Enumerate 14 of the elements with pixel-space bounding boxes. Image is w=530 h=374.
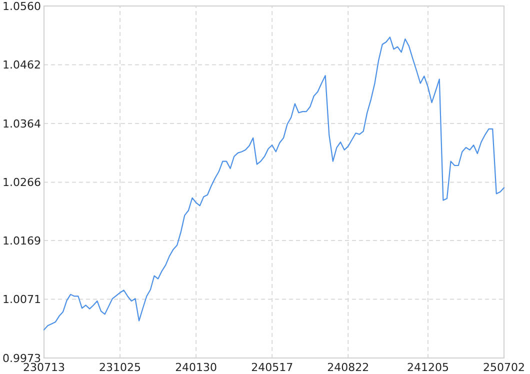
line-series <box>43 36 505 330</box>
x-tick-label: 240517 <box>251 361 294 374</box>
x-tick-label: 231025 <box>99 361 142 374</box>
x-tick-label: 241205 <box>406 361 449 374</box>
y-tick-label: 1.0462 <box>2 58 41 72</box>
x-tick-label: 240130 <box>175 361 218 374</box>
y-tick-label: 1.0169 <box>2 234 41 248</box>
x-tick-label: 230713 <box>23 361 65 374</box>
x-tick-label: 240822 <box>327 361 370 374</box>
y-tick-label: 1.0364 <box>2 117 41 130</box>
x-tick-label: 250702 <box>483 361 525 374</box>
y-tick-label: 1.0560 <box>2 0 41 13</box>
y-tick-label: 1.0071 <box>2 293 41 306</box>
y-tick-label: 1.0266 <box>2 176 41 190</box>
